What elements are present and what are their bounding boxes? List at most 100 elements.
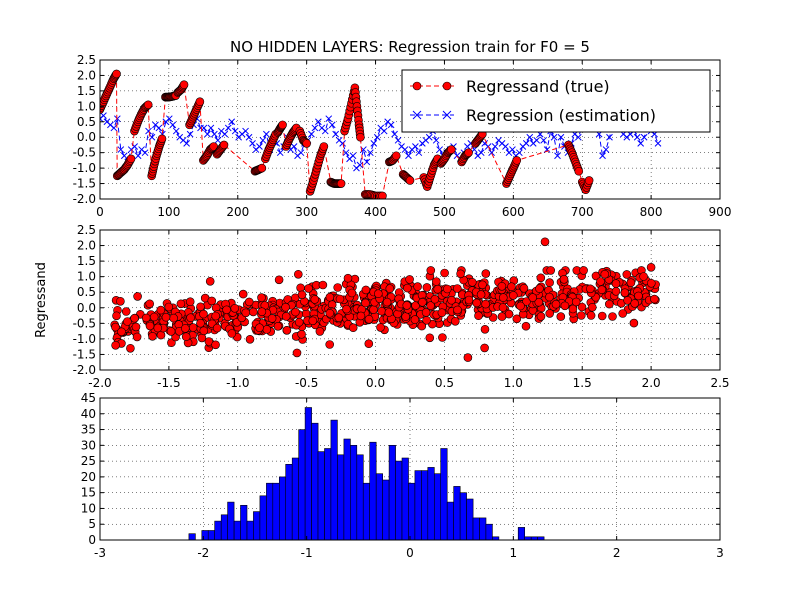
scatter-point bbox=[141, 313, 151, 323]
regressand-point bbox=[195, 97, 205, 106]
estimation-point bbox=[311, 124, 319, 132]
y-tick-label: 0.5 bbox=[77, 115, 96, 129]
scatter-point bbox=[292, 348, 302, 358]
estimation-point bbox=[339, 140, 346, 147]
estimation-point bbox=[387, 121, 395, 129]
estimation-point bbox=[169, 121, 177, 129]
scatter-point bbox=[335, 294, 345, 304]
scatter-point bbox=[244, 297, 254, 307]
legend: Regressand (true) Regression (estimation) bbox=[401, 69, 711, 133]
scatter-point bbox=[576, 311, 586, 320]
scatter-point bbox=[620, 288, 630, 298]
estimation-point bbox=[654, 140, 662, 147]
scatter-point bbox=[639, 272, 648, 281]
estimation-point bbox=[540, 136, 547, 144]
axes-frame bbox=[99, 397, 721, 541]
histogram-bar bbox=[298, 429, 306, 540]
y-tick-label: -1.0 bbox=[73, 332, 96, 346]
estimation-point bbox=[363, 158, 371, 166]
regressand-point bbox=[112, 69, 121, 79]
scatter-point bbox=[546, 266, 556, 275]
estimation-point bbox=[186, 130, 194, 138]
scatter-point bbox=[604, 299, 614, 309]
estimation-point bbox=[197, 124, 204, 132]
histogram-bar bbox=[227, 501, 235, 540]
scatter-point bbox=[480, 324, 490, 334]
regressand-point bbox=[257, 163, 267, 173]
scatter-point bbox=[111, 322, 120, 332]
scatter-point bbox=[166, 327, 176, 336]
scatter-point bbox=[481, 299, 490, 309]
histogram-bar bbox=[369, 441, 377, 540]
y-tick-label: -1.5 bbox=[73, 177, 96, 191]
y-tick-label: -2.0 bbox=[73, 192, 96, 206]
scatter-point bbox=[497, 312, 507, 321]
histogram-bar bbox=[466, 498, 474, 540]
scatter-point bbox=[211, 311, 220, 321]
histogram-bar bbox=[433, 473, 442, 540]
histogram-bar bbox=[285, 463, 293, 540]
estimation-point bbox=[224, 124, 232, 132]
x-tick-label: 0 bbox=[96, 205, 104, 219]
estimation-point bbox=[401, 146, 409, 153]
x-tick-label: 900 bbox=[709, 205, 732, 219]
scatter-point bbox=[623, 296, 632, 305]
scatter-point bbox=[608, 312, 617, 321]
scatter-point bbox=[297, 290, 307, 300]
scatter-point bbox=[121, 307, 131, 316]
scatter-point bbox=[519, 283, 529, 293]
scatter-point bbox=[422, 315, 431, 325]
scatter-point bbox=[421, 308, 431, 317]
regressand-point bbox=[574, 166, 584, 176]
estimation-point bbox=[391, 130, 398, 138]
scatter-point bbox=[373, 289, 383, 299]
estimation-point bbox=[349, 152, 357, 160]
estimation-point bbox=[245, 133, 253, 141]
scatter-point bbox=[559, 274, 569, 284]
scatter-point bbox=[291, 307, 300, 317]
y-tick-label: 1.5 bbox=[77, 254, 96, 268]
histogram-bar bbox=[472, 517, 480, 540]
scatter-point bbox=[571, 297, 581, 307]
scatter-point bbox=[145, 299, 154, 309]
x-tick-label: -1.5 bbox=[157, 376, 180, 390]
estimation-point bbox=[415, 149, 423, 157]
scatter-point bbox=[255, 323, 264, 333]
estimation-point bbox=[155, 124, 163, 132]
regressand-point bbox=[391, 151, 401, 161]
estimation-point bbox=[602, 146, 610, 153]
histogram-bar bbox=[388, 444, 396, 540]
scatter-point bbox=[211, 340, 220, 350]
regressand-point bbox=[447, 145, 456, 154]
plot-area bbox=[188, 407, 545, 540]
estimation-point bbox=[366, 149, 374, 157]
estimation-point bbox=[554, 152, 561, 160]
scatter-point bbox=[347, 288, 357, 298]
scatter-point bbox=[196, 302, 205, 312]
scatter-point bbox=[222, 305, 231, 315]
histogram-bar bbox=[233, 520, 241, 540]
histogram-bar bbox=[440, 448, 448, 540]
scatter-point bbox=[342, 304, 351, 314]
scatter-point bbox=[273, 321, 283, 331]
estimation-point bbox=[328, 121, 336, 129]
scatter-point bbox=[377, 306, 386, 316]
scatter-point bbox=[199, 326, 209, 336]
scatter-point bbox=[197, 333, 207, 343]
estimation-point bbox=[491, 143, 499, 150]
scatter-point bbox=[230, 303, 240, 313]
scatter-point bbox=[410, 315, 420, 324]
regressand-point bbox=[464, 148, 473, 157]
estimation-point bbox=[394, 136, 402, 144]
estimation-point bbox=[110, 124, 118, 132]
scatter-point bbox=[267, 314, 277, 323]
scatter-point bbox=[293, 269, 303, 279]
x-tick-label: 100 bbox=[157, 205, 180, 219]
estimation-point bbox=[522, 140, 530, 147]
histogram-bar bbox=[485, 523, 493, 540]
histogram-bar bbox=[375, 473, 384, 540]
estimation-point bbox=[297, 149, 305, 157]
y-tick-label: 0.0 bbox=[77, 301, 96, 315]
scatter-point bbox=[536, 312, 546, 321]
axes-frame bbox=[99, 229, 721, 371]
